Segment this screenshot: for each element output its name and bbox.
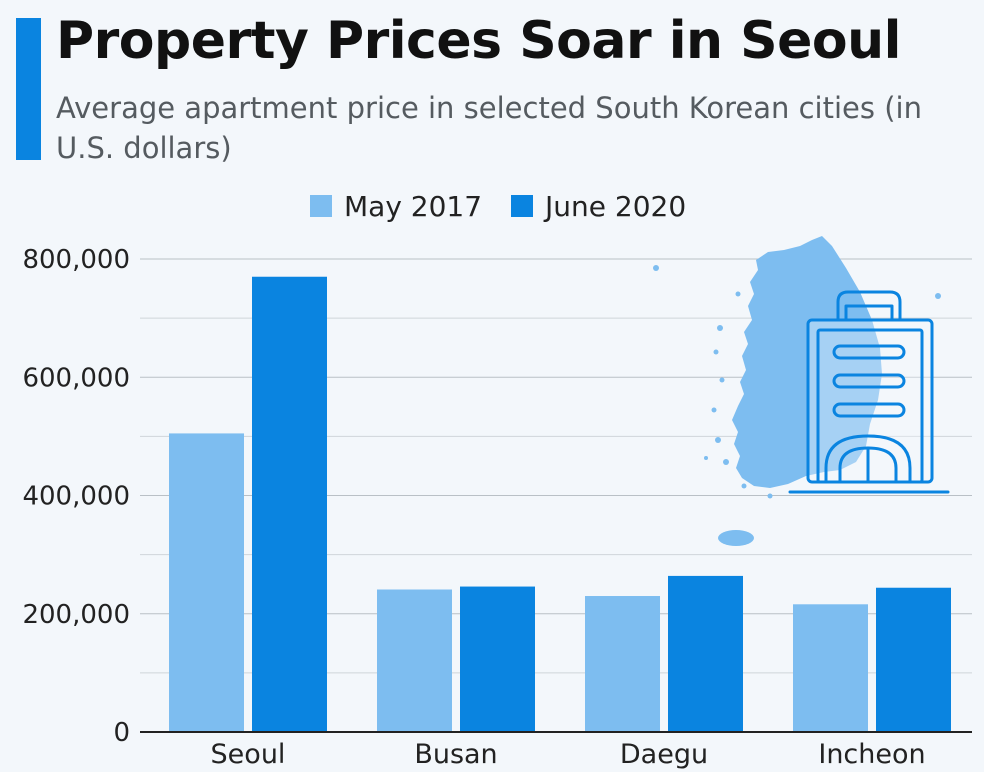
y-tick-label: 200,000 <box>22 600 130 630</box>
map-decoration <box>653 236 950 546</box>
bar-incheon-june-2020 <box>876 587 951 732</box>
y-tick-label: 0 <box>113 718 130 748</box>
legend-swatch-may-2017 <box>310 195 332 217</box>
x-tick-label: Daegu <box>620 739 708 770</box>
legend-swatch-june-2020 <box>511 195 533 217</box>
bar-seoul-may-2017 <box>169 433 244 732</box>
bar-daegu-june-2020 <box>668 575 743 732</box>
y-tick-label: 600,000 <box>22 363 130 393</box>
legend-item-june-2020: June 2020 <box>511 186 686 226</box>
bar-seoul-june-2020 <box>252 276 327 732</box>
chart-title: Property Prices Soar in Seoul <box>56 11 901 71</box>
y-tick-label: 400,000 <box>22 482 130 512</box>
bars <box>169 276 951 732</box>
legend-item-may-2017: May 2017 <box>310 186 482 226</box>
apartment-building-icon <box>788 290 950 494</box>
axes: 0 200,000 400,000 600,000 800,000 Seoul Busan D… <box>22 245 972 770</box>
y-tick-label: 800,000 <box>22 245 130 275</box>
chart-subtitle: Average apartment price in selected Sout… <box>56 91 922 165</box>
x-tick-label: Incheon <box>818 739 925 770</box>
bar-busan-june-2020 <box>460 586 535 732</box>
bar-busan-may-2017 <box>377 589 452 732</box>
legend-label-june-2020: June 2020 <box>545 189 687 223</box>
legend-label-may-2017: May 2017 <box>344 189 483 223</box>
bar-incheon-may-2017 <box>793 604 868 732</box>
x-tick-label: Seoul <box>211 739 286 770</box>
accent-bar <box>16 18 41 160</box>
x-tick-label: Busan <box>414 739 497 770</box>
bar-daegu-may-2017 <box>585 596 660 732</box>
legend: May 2017 June 2020 <box>0 186 984 226</box>
